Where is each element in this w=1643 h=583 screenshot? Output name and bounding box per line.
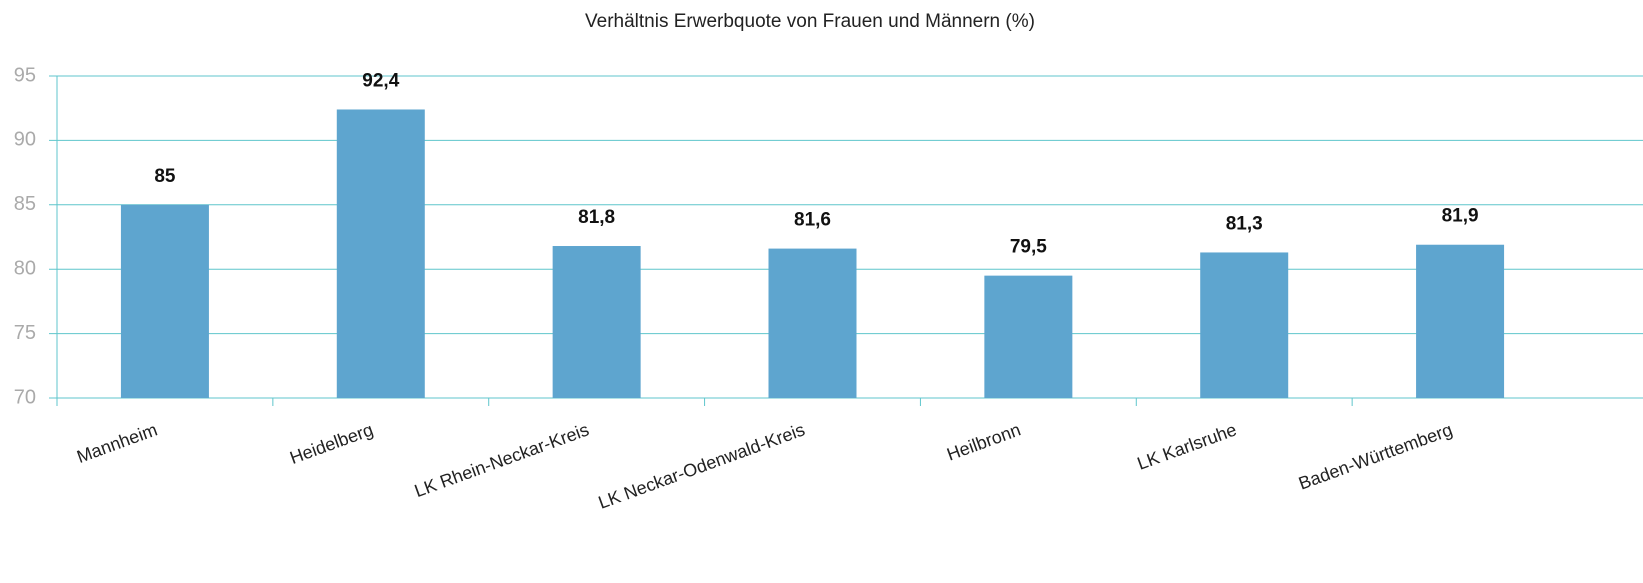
x-tick-label: LK Rhein-Neckar-Kreis [412, 419, 592, 501]
bar [336, 109, 425, 398]
y-tick-label: 80 [14, 257, 36, 279]
y-tick-label: 90 [14, 129, 36, 151]
data-label: 79,5 [1010, 237, 1047, 258]
y-tick-label: 85 [14, 193, 36, 215]
x-tick-label: LK Neckar-Odenwald-Kreis [596, 419, 808, 512]
data-label: 81,3 [1226, 213, 1263, 234]
data-label: 81,9 [1442, 206, 1479, 227]
x-tick-label: Baden-Württemberg [1296, 419, 1455, 493]
x-tick-label: Heilbronn [944, 419, 1023, 464]
bar [120, 204, 209, 398]
data-label: 92,4 [362, 71, 399, 92]
bar [984, 275, 1073, 398]
data-label: 81,8 [578, 207, 615, 228]
bar [1416, 244, 1505, 398]
y-tick-label: 95 [14, 64, 36, 86]
data-label: 81,6 [794, 210, 831, 231]
y-tick-label: 75 [14, 322, 36, 344]
y-tick-label: 70 [14, 386, 36, 408]
bar [1200, 252, 1289, 398]
bar [552, 246, 641, 398]
x-tick-label: Heidelberg [287, 419, 376, 468]
x-tick-label: LK Karlsruhe [1135, 419, 1240, 473]
bar [768, 248, 857, 398]
x-tick-label: Mannheim [74, 419, 160, 467]
data-label: 85 [154, 166, 176, 187]
chart-title: Verhältnis Erwerbquote von Frauen und Mä… [585, 11, 1035, 32]
